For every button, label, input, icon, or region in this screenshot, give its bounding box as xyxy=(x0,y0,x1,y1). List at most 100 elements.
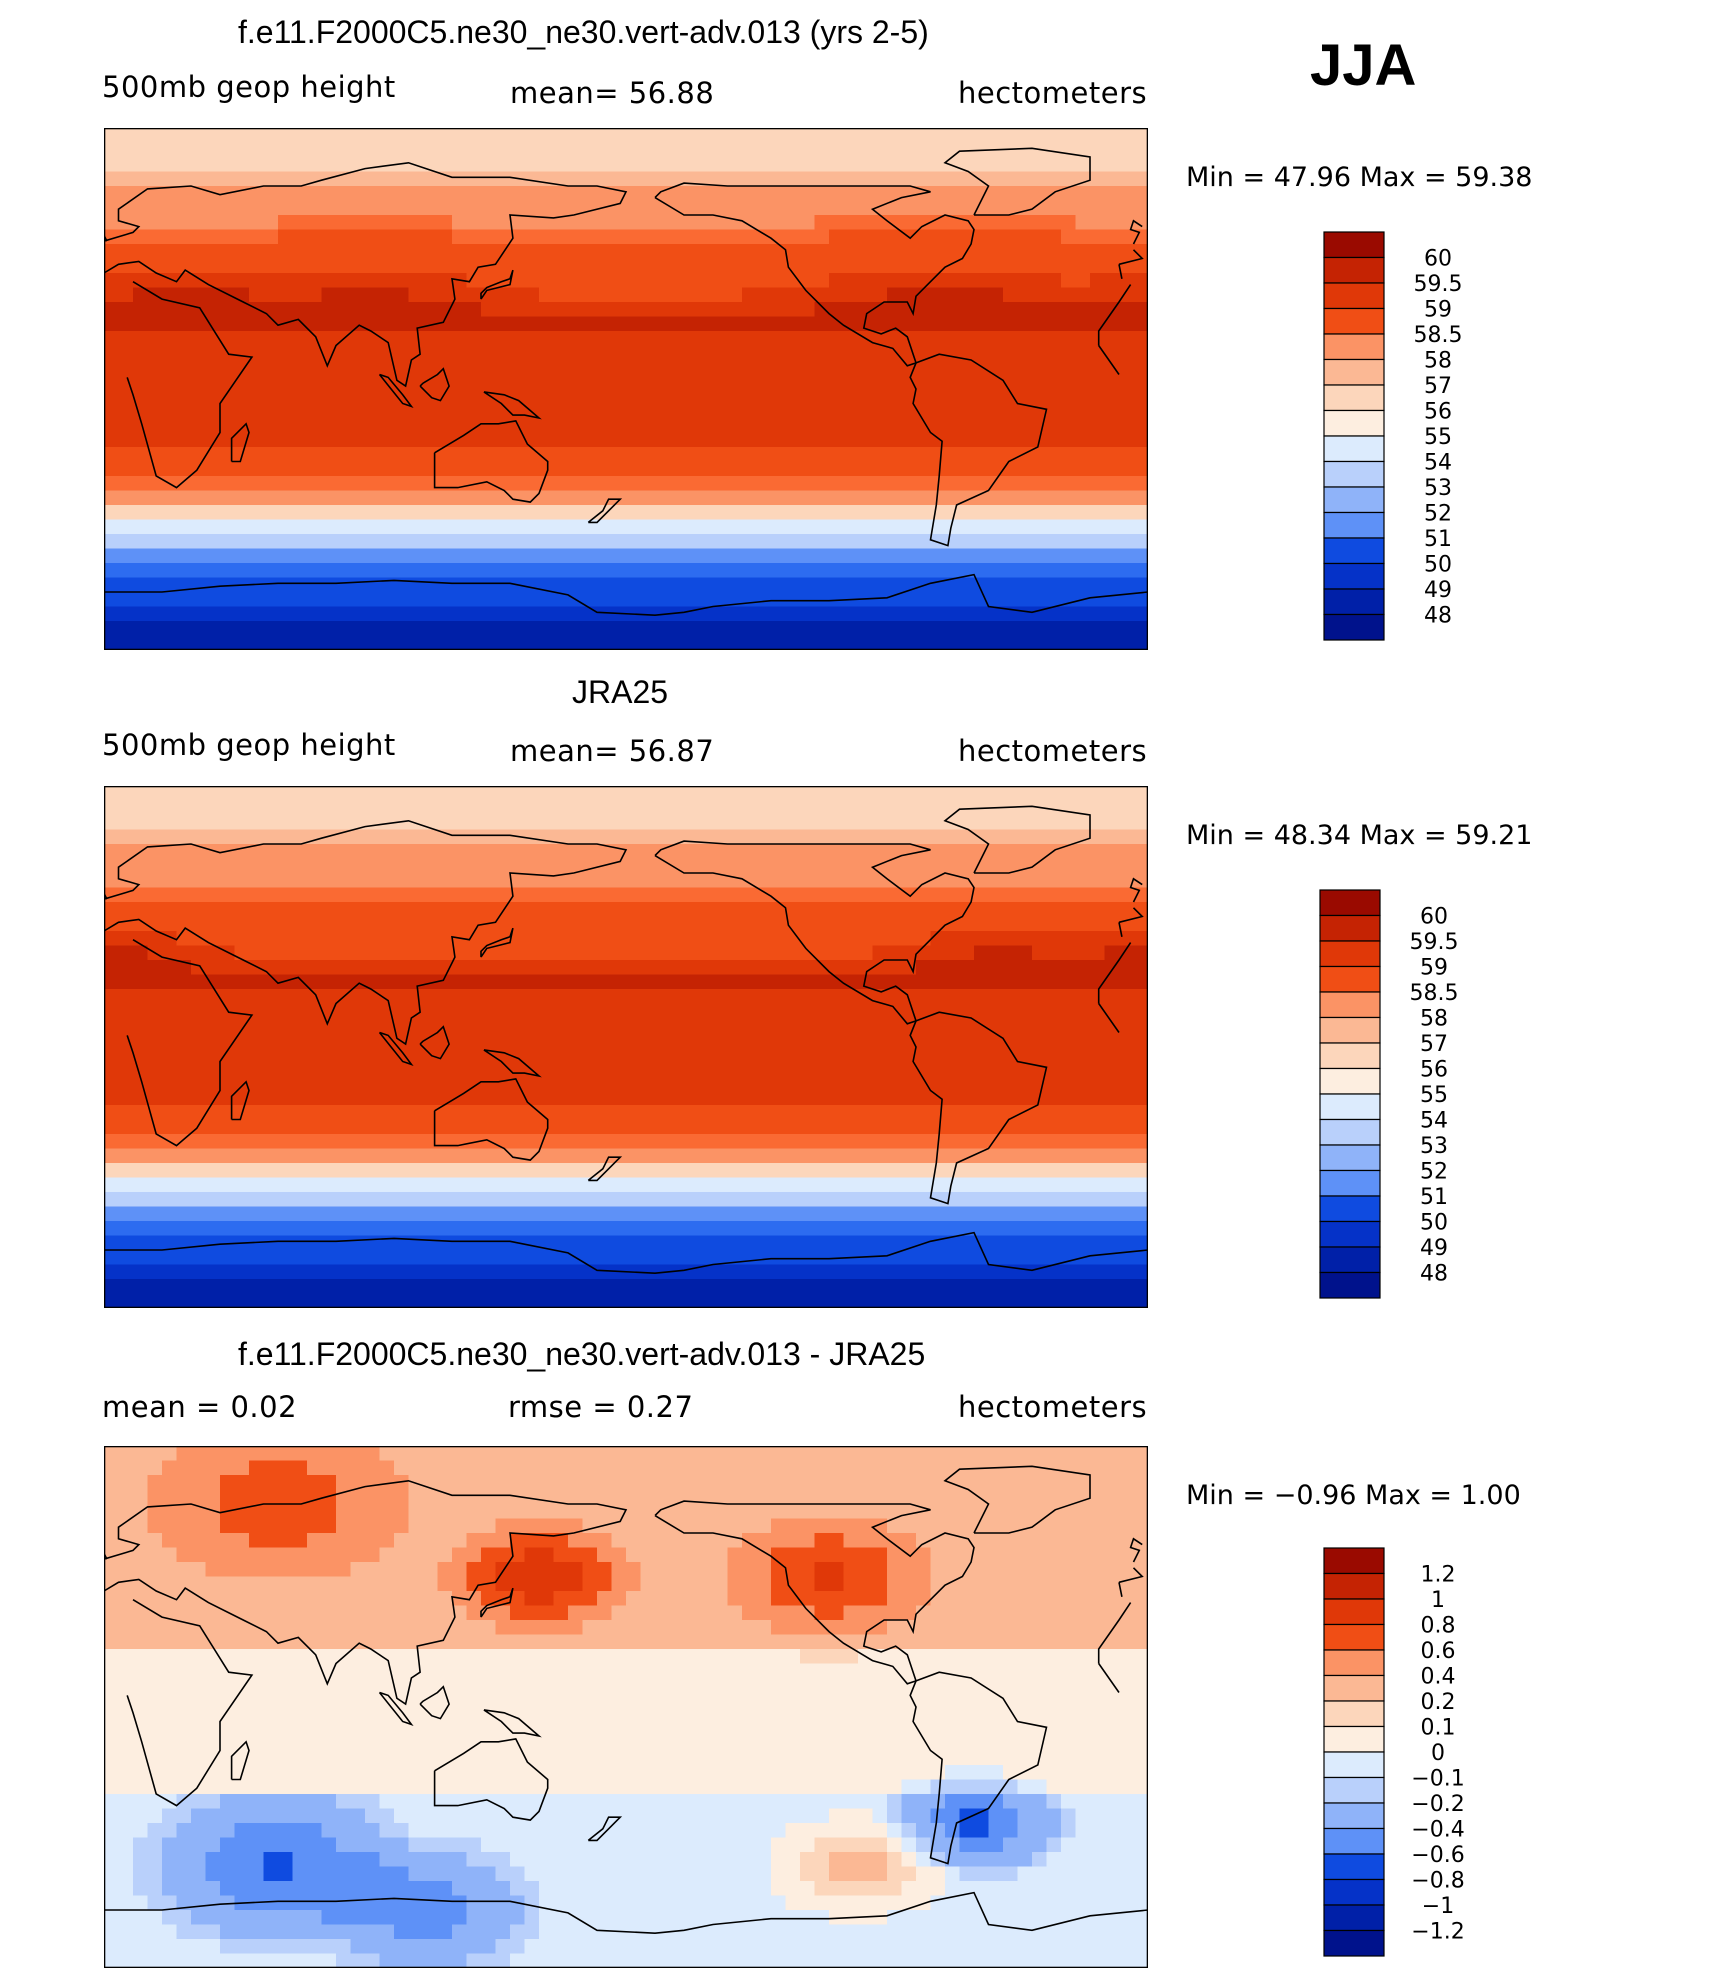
field-cell xyxy=(887,800,903,816)
field-cell xyxy=(524,786,540,802)
field-cell xyxy=(727,931,743,947)
field-cell xyxy=(1104,157,1120,173)
field-cell xyxy=(640,1163,656,1179)
field-cell xyxy=(234,606,250,622)
field-cell xyxy=(481,447,497,463)
field-cell xyxy=(1061,844,1077,860)
field-cell xyxy=(640,157,656,173)
field-cell xyxy=(249,1192,265,1208)
field-cell xyxy=(756,1177,772,1193)
field-cell xyxy=(655,815,671,831)
field-cell xyxy=(1032,345,1048,361)
field-cell xyxy=(365,1250,381,1266)
field-cell xyxy=(1104,945,1120,961)
field-cell xyxy=(1133,931,1148,947)
field-cell xyxy=(930,171,946,187)
field-cell xyxy=(727,815,743,831)
field-cell xyxy=(988,476,1004,492)
field-cell xyxy=(336,916,352,932)
field-cell xyxy=(1046,244,1062,260)
field-cell xyxy=(945,229,961,245)
field-cell xyxy=(742,606,758,622)
field-cell xyxy=(800,873,816,889)
field-cell xyxy=(220,887,236,903)
field-cell xyxy=(1090,1235,1106,1251)
field-cell xyxy=(1061,447,1077,463)
field-cell xyxy=(727,800,743,816)
field-cell xyxy=(147,1235,163,1251)
field-cell xyxy=(1075,374,1091,390)
field-cell xyxy=(742,229,758,245)
field-cell xyxy=(1104,873,1120,889)
field-cell xyxy=(582,316,598,332)
field-cell xyxy=(524,1134,540,1150)
field-cell xyxy=(278,200,294,216)
field-cell xyxy=(901,142,917,158)
field-cell xyxy=(147,1192,163,1208)
field-cell xyxy=(959,563,975,579)
field-cell xyxy=(887,447,903,463)
field-cell xyxy=(1090,534,1106,550)
field-cell xyxy=(307,447,323,463)
field-cell xyxy=(742,592,758,608)
field-cell xyxy=(669,142,685,158)
field-cell xyxy=(379,331,395,347)
field-cell xyxy=(350,171,366,187)
field-cell xyxy=(611,1163,627,1179)
field-cell xyxy=(510,302,526,318)
field-cell xyxy=(1119,887,1135,903)
field-cell xyxy=(220,815,236,831)
field-cell xyxy=(321,215,337,231)
field-cell xyxy=(249,786,265,802)
field-cell xyxy=(582,287,598,303)
field-cell xyxy=(379,800,395,816)
field-cell xyxy=(756,1235,772,1251)
field-cell xyxy=(988,461,1004,477)
field-cell xyxy=(495,1076,511,1092)
field-cell xyxy=(669,1235,685,1251)
field-cell xyxy=(1061,902,1077,918)
field-cell xyxy=(582,244,598,260)
field-cell xyxy=(452,1192,468,1208)
colorbar-label: 55 xyxy=(1424,425,1452,450)
field-cell xyxy=(945,244,961,260)
field-cell xyxy=(205,902,221,918)
field-cell xyxy=(321,1032,337,1048)
field-cell xyxy=(510,1003,526,1019)
field-cell xyxy=(582,345,598,361)
field-cell xyxy=(800,1119,816,1135)
field-cell xyxy=(640,563,656,579)
field-cell xyxy=(785,1090,801,1106)
field-cell xyxy=(582,258,598,274)
field-cell xyxy=(669,887,685,903)
field-cell xyxy=(829,171,845,187)
field-cell xyxy=(1090,887,1106,903)
field-cell xyxy=(1061,563,1077,579)
field-cell xyxy=(176,1221,192,1237)
field-cell xyxy=(1017,873,1033,889)
field-cell xyxy=(481,1192,497,1208)
field-cell xyxy=(945,786,961,802)
field-cell xyxy=(524,505,540,521)
field-cell xyxy=(1003,345,1019,361)
field-cell xyxy=(133,432,149,448)
field-cell xyxy=(771,403,787,419)
field-cell xyxy=(568,215,584,231)
field-cell xyxy=(205,635,221,650)
field-cell xyxy=(858,1090,874,1106)
field-cell xyxy=(582,1192,598,1208)
field-cell xyxy=(684,360,700,376)
field-cell xyxy=(365,302,381,318)
field-cell xyxy=(669,1018,685,1034)
field-cell xyxy=(698,1076,714,1092)
field-cell xyxy=(524,815,540,831)
field-cell xyxy=(1017,476,1033,492)
field-cell xyxy=(350,244,366,260)
field-cell xyxy=(887,1192,903,1208)
field-cell xyxy=(495,1119,511,1135)
field-cell xyxy=(1119,1134,1135,1150)
field-cell xyxy=(771,302,787,318)
field-cell xyxy=(1119,302,1135,318)
field-cell xyxy=(640,858,656,874)
field-cell xyxy=(568,1206,584,1222)
